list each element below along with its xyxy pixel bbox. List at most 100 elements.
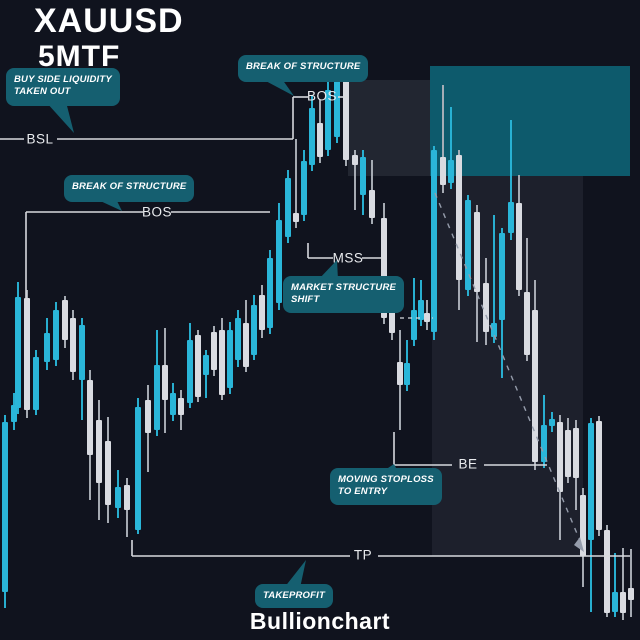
candle-bear (211, 332, 217, 370)
bubble-text-line: MARKET STRUCTURE (291, 282, 397, 293)
candle-bull (325, 90, 331, 150)
candle-bear (557, 422, 563, 492)
candle-bull (11, 405, 17, 422)
bubble-text-line: TO ENTRY (338, 486, 388, 498)
candle-bull (418, 300, 424, 320)
candle-bull (53, 310, 59, 360)
candle-bull (411, 310, 417, 340)
candle-bull (465, 200, 471, 290)
candle-bull (404, 363, 410, 385)
candle-bull (2, 422, 8, 592)
teal-supply-zone (430, 66, 630, 176)
candle-wick (614, 553, 616, 617)
candle-bull (276, 220, 282, 303)
bubble-text-line: MOVING STOPLOSS (338, 474, 434, 485)
bubble-text-line: BREAK OF STRUCTURE (72, 181, 187, 192)
candle-bull (33, 357, 39, 410)
timeframe-title: 5MTF (38, 40, 121, 73)
candle-bull (154, 365, 160, 430)
candle-bull (187, 340, 193, 403)
candle-bull (79, 325, 85, 380)
bubble-text-line: SHIFT (291, 294, 320, 306)
candle-bear (124, 485, 130, 510)
annotation-bubble-takeprofit: TAKEPROFIT (255, 584, 333, 609)
candle-wick (295, 139, 297, 228)
candle-bear (343, 80, 349, 160)
candle-bear (369, 190, 375, 218)
candle-bear (524, 292, 530, 355)
candle-bear (219, 330, 225, 395)
candle-bear (516, 203, 522, 290)
candle-bear (565, 430, 571, 477)
candle-wick (354, 150, 356, 210)
candle-bull (301, 161, 307, 215)
candle-bear (532, 310, 538, 462)
candle-bull (115, 487, 121, 508)
level-label-bsl: BSL (26, 131, 54, 147)
candle-bull (612, 592, 618, 612)
annotation-bubble-buy-side-liquidity: BUY SIDE LIQUIDITY TAKEN OUT (6, 68, 120, 106)
candle-bull (15, 297, 21, 408)
candle-bull (431, 150, 437, 332)
level-label-bos-top: BOS (306, 88, 338, 104)
candle-bear (580, 495, 586, 556)
candle-wick (510, 120, 512, 240)
candle-bear (195, 335, 201, 397)
candle-bear (424, 313, 430, 322)
symbol-title: XAUUSD (34, 2, 184, 40)
candle-bull (541, 425, 547, 462)
candle-bear (397, 362, 403, 385)
candle-bear (620, 592, 626, 613)
level-label-bos-left: BOS (141, 204, 173, 220)
candle-bear (105, 441, 111, 505)
candle-wick (630, 549, 632, 617)
bubble-text-line: TAKEN OUT (14, 86, 71, 98)
candle-bull (203, 355, 209, 375)
candle-bear (440, 157, 446, 185)
candle-wick (622, 548, 624, 620)
candle-bear (628, 588, 634, 600)
candle-bear (162, 365, 168, 400)
candle-bear (145, 400, 151, 433)
candle-bull (588, 423, 594, 540)
bubble-text-line: BUY SIDE LIQUIDITY (14, 74, 112, 85)
watermark-brand: Bullionchart (249, 608, 391, 634)
level-label-be: BE (458, 456, 478, 472)
candle-bull (227, 330, 233, 388)
candle-bull (267, 258, 273, 328)
candle-bear (596, 421, 602, 530)
candle-bull (499, 233, 505, 320)
candle-bear (474, 212, 480, 292)
candle-bear (70, 318, 76, 372)
candle-bear (573, 428, 579, 478)
annotation-bubble-market-structure-shift: MARKET STRUCTURE SHIFT (283, 276, 405, 313)
annotation-bubble-break-of-structure-top: BREAK OF STRUCTURE (238, 55, 369, 82)
candle-bear (456, 155, 462, 280)
candle-bear (389, 305, 395, 333)
bubble-text-line: BREAK OF STRUCTURE (246, 61, 361, 72)
candle-bear (317, 123, 323, 157)
candle-bull (251, 305, 257, 355)
candle-bull (44, 333, 50, 362)
candle-bull (549, 419, 555, 426)
candle-bull (491, 323, 497, 337)
candle-bear (24, 298, 30, 410)
candle-bear (62, 300, 68, 340)
candle-bear (96, 420, 102, 483)
candle-bear (259, 295, 265, 330)
candle-bear (87, 380, 93, 455)
annotation-bubble-break-of-structure-left: BREAK OF STRUCTURE (64, 175, 195, 202)
candle-bull (309, 108, 315, 165)
candle-bull (235, 318, 241, 360)
candle-bull (135, 407, 141, 530)
candle-bull (508, 202, 514, 233)
candle-bear (178, 398, 184, 415)
candle-bull (285, 178, 291, 237)
candle-bull (360, 157, 366, 195)
candle-bear (381, 218, 387, 318)
level-label-mss: MSS (332, 250, 364, 266)
candle-bear (293, 213, 299, 222)
candle-wick (442, 85, 444, 193)
candle-bull (170, 393, 176, 415)
